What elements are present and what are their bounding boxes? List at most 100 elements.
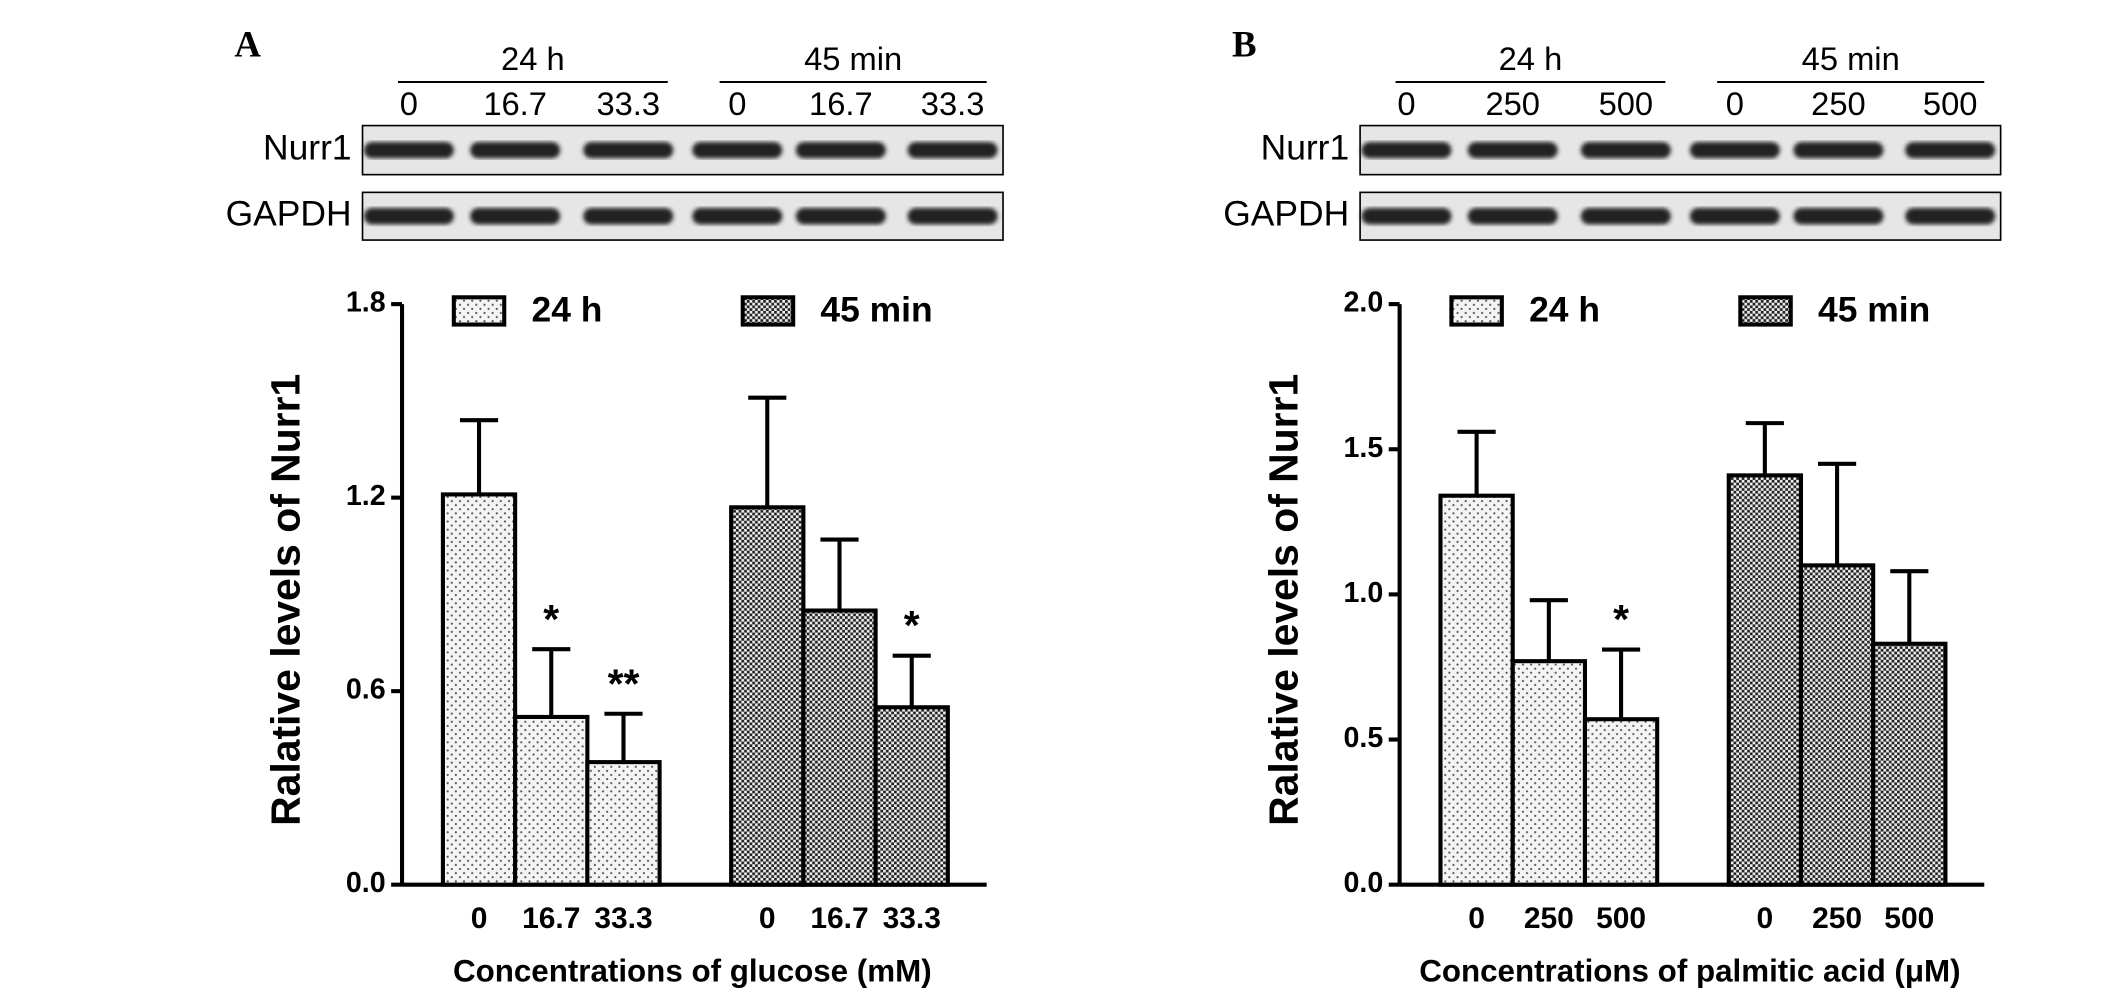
y-tick-label: 1.2 <box>346 480 386 512</box>
significance-label: * <box>543 596 559 642</box>
x-tick-label: 500 <box>1884 902 1934 935</box>
blot-band <box>692 208 783 225</box>
bar <box>513 714 590 887</box>
blot-row-label: GAPDH <box>1223 194 1349 234</box>
legend-label: 45 min <box>1818 290 1930 330</box>
blot-band <box>1793 208 1884 225</box>
bar <box>729 505 806 887</box>
blot-band <box>1467 208 1558 225</box>
blot-lane-label: 33.3 <box>596 85 660 122</box>
legend-swatch <box>740 295 796 327</box>
blot-row-label: Nurr1 <box>263 127 352 167</box>
x-tick-label: 0 <box>1468 902 1485 935</box>
y-tick-label: 0.0 <box>1343 867 1383 899</box>
blot-lane-label: 0 <box>400 85 418 122</box>
x-tick-label: 16.7 <box>810 902 868 935</box>
blot-lane-label: 500 <box>1599 85 1654 122</box>
y-tick-label: 0.6 <box>346 674 386 706</box>
y-tick-label: 2.0 <box>1343 287 1383 319</box>
legend-swatch <box>451 295 507 327</box>
x-tick-label: 0 <box>471 902 488 935</box>
x-tick-label: 0 <box>759 902 776 935</box>
legend-swatch <box>1738 295 1793 327</box>
blot-lane-label: 250 <box>1485 85 1540 122</box>
x-tick-label: 0 <box>1757 902 1774 935</box>
x-tick-label: 250 <box>1812 902 1862 935</box>
blot-lane-label: 250 <box>1811 85 1866 122</box>
y-axis-title: Ralative levels of Nurr1 <box>1260 374 1306 826</box>
blot-band <box>795 141 886 159</box>
x-tick-label: 16.7 <box>522 902 580 935</box>
blot-band <box>363 141 454 159</box>
legend-swatch <box>1449 295 1504 327</box>
blot-band <box>907 141 998 159</box>
bar <box>585 760 662 887</box>
blot-box <box>361 124 1004 176</box>
x-tick-label: 33.3 <box>883 902 941 935</box>
blot-lane-label: 33.3 <box>921 85 985 122</box>
y-tick-label: 0.0 <box>346 867 386 899</box>
blot-band <box>1793 141 1884 159</box>
blot-group-label: 45 min <box>804 40 902 77</box>
blot-group-label: 24 h <box>501 40 565 77</box>
significance-label: * <box>1613 596 1629 642</box>
y-tick-label: 1.8 <box>346 287 386 319</box>
y-tick-label: 1.5 <box>1343 432 1383 464</box>
bar <box>440 492 518 887</box>
blot-band <box>470 208 561 225</box>
blot-lane-label: 0 <box>728 85 746 122</box>
y-tick-label: 1.0 <box>1343 577 1383 609</box>
blot-lane-label: 16.7 <box>809 85 873 122</box>
blot-band <box>692 141 783 159</box>
blot-band <box>1361 141 1452 159</box>
blot-band <box>1905 208 1996 225</box>
blot-band <box>1580 141 1671 159</box>
y-tick-label: 0.5 <box>1343 722 1383 754</box>
significance-label: * <box>904 602 920 648</box>
bar <box>873 705 950 887</box>
blot-lane-label: 16.7 <box>483 85 547 122</box>
blot-band <box>583 141 674 159</box>
blot-band <box>470 141 561 159</box>
blot-box <box>361 191 1004 241</box>
significance-label: ** <box>608 660 640 706</box>
blot-lane-label: 0 <box>1397 85 1415 122</box>
x-tick-label: 33.3 <box>594 902 652 935</box>
bar <box>801 608 878 887</box>
blot-lane-label: 500 <box>1923 85 1978 122</box>
legend-label: 24 h <box>532 290 603 330</box>
blot-band <box>795 208 886 225</box>
blot-band <box>1689 208 1780 225</box>
bar <box>1798 563 1876 887</box>
x-tick-label: 250 <box>1524 902 1574 935</box>
blot-box <box>1359 191 2002 241</box>
panel-label: A <box>234 23 261 64</box>
blot-band <box>583 208 674 225</box>
blot-band <box>1467 141 1558 159</box>
blot-row-label: GAPDH <box>226 194 352 234</box>
bar <box>1510 659 1588 887</box>
legend-label: 45 min <box>820 290 932 330</box>
bar <box>1582 717 1660 887</box>
bar <box>1871 641 1948 887</box>
blot-band <box>1689 141 1780 159</box>
x-axis-title: Concentrations of palmitic acid (μM) <box>1419 954 1960 989</box>
blot-band <box>363 208 454 225</box>
blot-row-label: Nurr1 <box>1261 127 1350 167</box>
bar <box>1438 493 1515 887</box>
x-tick-label: 500 <box>1596 902 1646 935</box>
blot-band <box>907 208 998 225</box>
x-axis-title: Concentrations of glucose (mM) <box>453 954 932 989</box>
bar <box>1726 473 1804 887</box>
blot-group-label: 24 h <box>1499 40 1563 77</box>
y-axis-title: Ralative levels of Nurr1 <box>263 374 309 826</box>
blot-lane-label: 0 <box>1726 85 1744 122</box>
blot-group-label: 45 min <box>1802 40 1900 77</box>
blot-band <box>1580 208 1671 225</box>
blot-box <box>1359 124 2002 176</box>
blot-band <box>1905 141 1996 159</box>
panel-label: B <box>1232 23 1257 64</box>
blot-band <box>1361 208 1452 225</box>
